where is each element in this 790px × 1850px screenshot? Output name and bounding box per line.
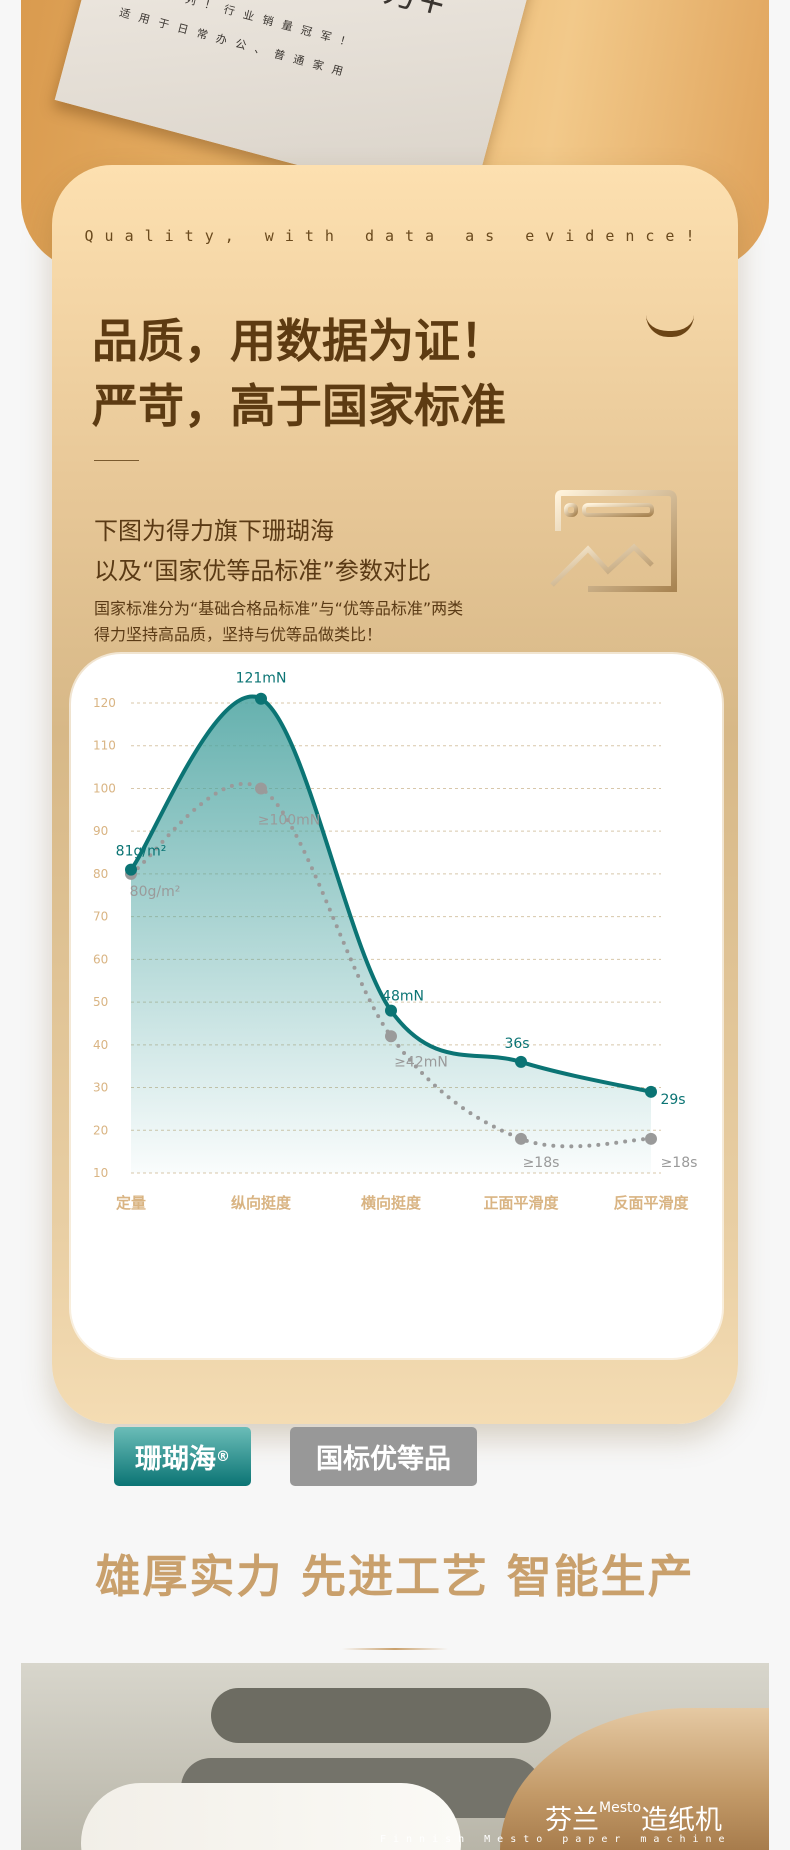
y-tick-label: 120 — [93, 696, 116, 710]
standard-data-label: ≥18s — [523, 1155, 560, 1171]
y-tick-label: 70 — [93, 910, 108, 924]
y-tick-label: 100 — [93, 781, 116, 795]
brand-area — [131, 696, 651, 1173]
y-tick-label: 60 — [93, 952, 108, 966]
standard-data-label: ≥18s — [661, 1155, 698, 1171]
brand-data-label: 48mN — [382, 989, 424, 1005]
subtitle-line-2: 以及“国家优等品标准”参数对比 — [94, 557, 431, 585]
y-tick-label: 80 — [93, 867, 108, 881]
brand-data-label: 29s — [660, 1092, 685, 1108]
registered-mark: ® — [216, 1448, 230, 1465]
brand-data-label: 121mN — [236, 671, 287, 687]
brand-point — [255, 692, 267, 705]
title-line-1: 品质，用数据为证！ — [92, 314, 506, 368]
brand-line — [129, 694, 652, 1094]
machine-caption-en: Finnish Mesto paper machine — [380, 1834, 732, 1845]
brand-point — [515, 1055, 527, 1068]
x-tick-label: 定量 — [116, 1194, 146, 1212]
tagline: Quality, with data as evidence! — [84, 227, 706, 245]
legend-brand[interactable]: 珊瑚海 ® — [114, 1427, 251, 1486]
title-line-2: 严苛，高于国家标准 — [92, 379, 506, 433]
y-tick-label: 90 — [93, 824, 108, 838]
machine-brand: Mesto — [599, 1800, 642, 1816]
brand-point — [385, 1004, 397, 1017]
divider — [94, 460, 139, 461]
machine-prefix: 芬兰 — [545, 1805, 599, 1836]
legend-standard-label: 国标优等品 — [316, 1444, 451, 1475]
x-tick-label: 横向挺度 — [361, 1194, 422, 1212]
standard-data-label: 80g/m² — [130, 884, 181, 900]
y-tick-label: 110 — [93, 739, 116, 753]
x-tick-label: 反面平滑度 — [613, 1194, 689, 1212]
standard-point — [515, 1132, 527, 1145]
brand-data-label: 81g/m² — [116, 844, 167, 860]
smile-icon — [646, 315, 694, 337]
standard-data-label: ≥42mN — [394, 1054, 448, 1070]
standard-point — [255, 782, 267, 795]
quality-card: Quality, with data as evidence! 品质，用数据为证… — [52, 165, 738, 1486]
title-underline — [342, 1648, 448, 1650]
x-tick-label: 纵向挺度 — [231, 1194, 292, 1212]
standard-line — [129, 781, 653, 1149]
subtitle-line-1: 下图为得力旗下珊瑚海 — [94, 517, 334, 545]
note-line-1: 国家标准分为“基础合格品标准”与“优等品标准”两类 — [94, 599, 464, 618]
y-tick-label: 50 — [93, 995, 108, 1009]
chart-panel: 120 110 100 90 80 70 60 50 40 30 20 10 定量 纵向挺度 横向挺度 正面平… — [71, 654, 722, 1486]
standard-point — [645, 1132, 657, 1145]
standard-data-label: ≥100mN — [258, 812, 321, 828]
y-tick-label: 10 — [93, 1166, 108, 1180]
brand-point — [125, 863, 137, 876]
legend-standard[interactable]: 国标优等品 — [290, 1427, 477, 1486]
comparison-chart: 120 110 100 90 80 70 60 50 40 30 20 10 定量 纵向挺度 横向挺度 正面平… — [93, 671, 698, 1212]
legend-brand-label: 珊瑚海 — [135, 1444, 216, 1475]
x-tick-label: 正面平滑度 — [483, 1194, 559, 1212]
chart-icon — [550, 490, 677, 592]
y-tick-label: 40 — [93, 1038, 108, 1052]
brand-data-label: 36s — [504, 1036, 529, 1052]
machine-suffix: 造纸机 — [641, 1805, 723, 1836]
standard-point — [385, 1030, 397, 1043]
note-line-2: 得力坚持高品质，坚持与优等品做类比！ — [94, 625, 383, 644]
section-title: 雄厚实力 先进工艺 智能生产 — [95, 1550, 695, 1603]
machine-caption: 芬兰Mesto造纸机 — [545, 1798, 722, 1837]
y-tick-label: 20 — [93, 1123, 108, 1137]
brand-point — [645, 1085, 657, 1098]
y-tick-label: 30 — [93, 1081, 108, 1095]
